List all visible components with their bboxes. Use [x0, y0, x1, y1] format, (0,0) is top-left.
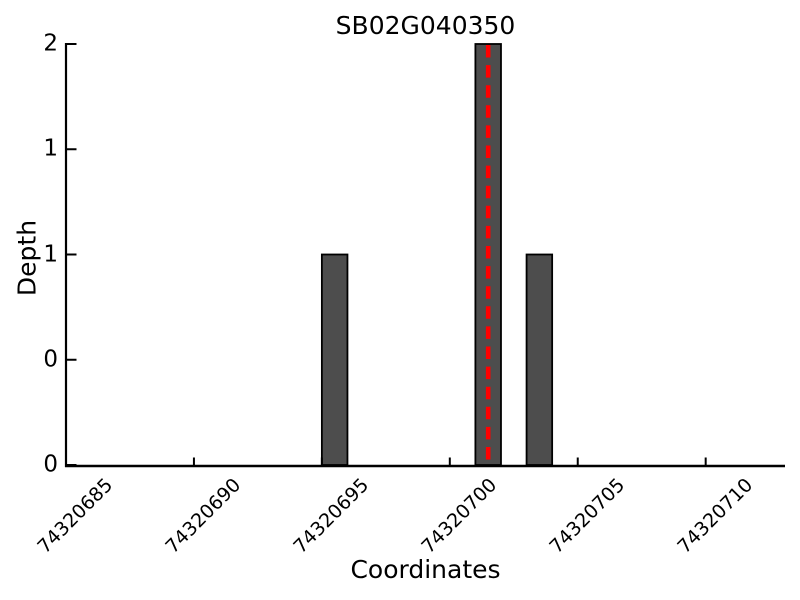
y-tick-label: 1	[43, 240, 58, 267]
y-tick-label: 2	[43, 30, 58, 57]
depth-bar	[320, 253, 349, 466]
chart-title: SB02G040350	[335, 11, 516, 40]
y-tick-label: 0	[43, 346, 58, 373]
y-tick-label: 0	[43, 451, 58, 478]
x-axis-label: Coordinates	[350, 555, 501, 584]
y-tick-label: 1	[43, 135, 58, 162]
y-axis-label: Depth	[12, 219, 42, 297]
depth-bar	[525, 253, 554, 466]
